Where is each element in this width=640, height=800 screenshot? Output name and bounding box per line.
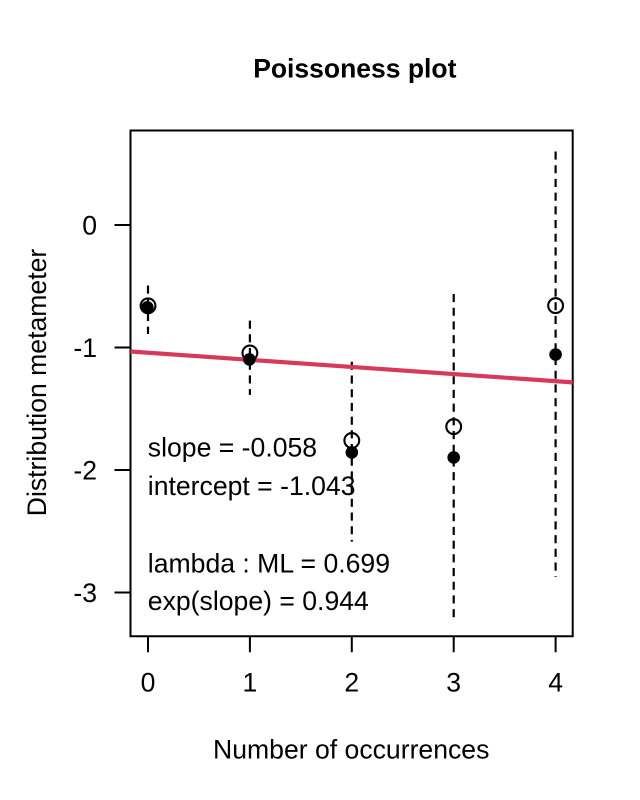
svg-text:Number of occurrences: Number of occurrences xyxy=(213,735,489,765)
svg-text:lambda : ML = 0.699: lambda : ML = 0.699 xyxy=(148,549,390,579)
svg-text:Poissoness plot: Poissoness plot xyxy=(253,54,456,84)
svg-text:-2: -2 xyxy=(73,455,97,485)
svg-text:4: 4 xyxy=(548,668,563,698)
svg-text:2: 2 xyxy=(344,668,359,698)
svg-text:slope = -0.058: slope = -0.058 xyxy=(148,432,317,462)
svg-text:-1: -1 xyxy=(73,333,97,363)
svg-text:3: 3 xyxy=(446,668,461,698)
svg-text:exp(slope) = 0.944: exp(slope) = 0.944 xyxy=(148,586,369,616)
svg-text:0: 0 xyxy=(141,668,156,698)
svg-text:intercept = -1.043: intercept = -1.043 xyxy=(148,471,356,501)
svg-text:0: 0 xyxy=(82,210,97,240)
svg-text:Distribution metameter: Distribution metameter xyxy=(22,249,52,517)
svg-text:1: 1 xyxy=(243,668,258,698)
svg-text:-3: -3 xyxy=(73,578,97,608)
